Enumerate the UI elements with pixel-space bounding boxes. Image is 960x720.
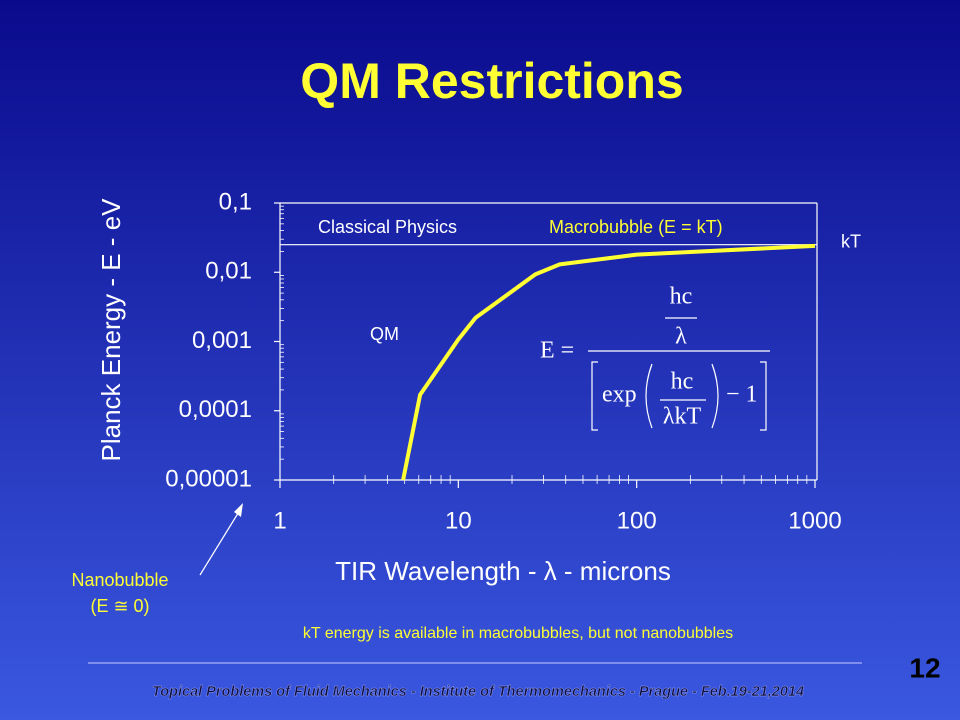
paren — [645, 363, 719, 429]
nanobubble-label: (E ≅ 0) — [90, 596, 149, 616]
reference-label: kT — [841, 231, 861, 251]
x-tick-label: 1000 — [788, 507, 841, 534]
bracket — [591, 361, 767, 431]
note: kT energy is available in macrobubbles, … — [303, 625, 733, 642]
formula-text: exp — [602, 382, 637, 408]
y-tick-label: 0,001 — [192, 327, 252, 354]
x-tick-label: 1 — [273, 507, 286, 534]
arrow-head — [234, 503, 243, 517]
formula-text: hc — [671, 369, 694, 395]
annotation: Macrobubble (E = kT) — [549, 217, 723, 237]
nanobubble-label: Nanobubble — [71, 570, 168, 590]
formula-text: λ — [675, 324, 687, 350]
y-tick-label: 0,01 — [205, 258, 252, 285]
annotation: QM — [370, 324, 399, 344]
arrow — [199, 509, 241, 576]
formula-text: hc — [670, 284, 693, 310]
y-axis-label: Planck Energy - E - eV — [96, 198, 126, 462]
annotation: Classical Physics — [318, 217, 457, 237]
x-tick-label: 10 — [445, 507, 472, 534]
x-tick-label: 100 — [617, 507, 657, 534]
x-axis-label: TIR Wavelength - λ - microns — [335, 556, 671, 586]
chart-title: QM Restrictions — [300, 53, 683, 109]
y-tick-label: 0,00001 — [165, 465, 252, 492]
formula-text: − 1 — [726, 382, 758, 408]
y-tick-label: 0,0001 — [179, 396, 252, 423]
y-tick-label: 0,1 — [219, 188, 252, 215]
page-number: 12 — [909, 652, 940, 683]
curve — [401, 243, 816, 481]
formula-text: E = — [540, 338, 574, 364]
footer: Topical Problems of Fluid Mechanics - In… — [152, 684, 804, 700]
formula-text: λkT — [663, 404, 702, 430]
formula: E = hc λ exp hc λkT − 1 — [540, 284, 770, 431]
plot: 0,00001 0,0001 0,001 0,01 0,1 1 10 100 1000 kT — [165, 188, 861, 534]
